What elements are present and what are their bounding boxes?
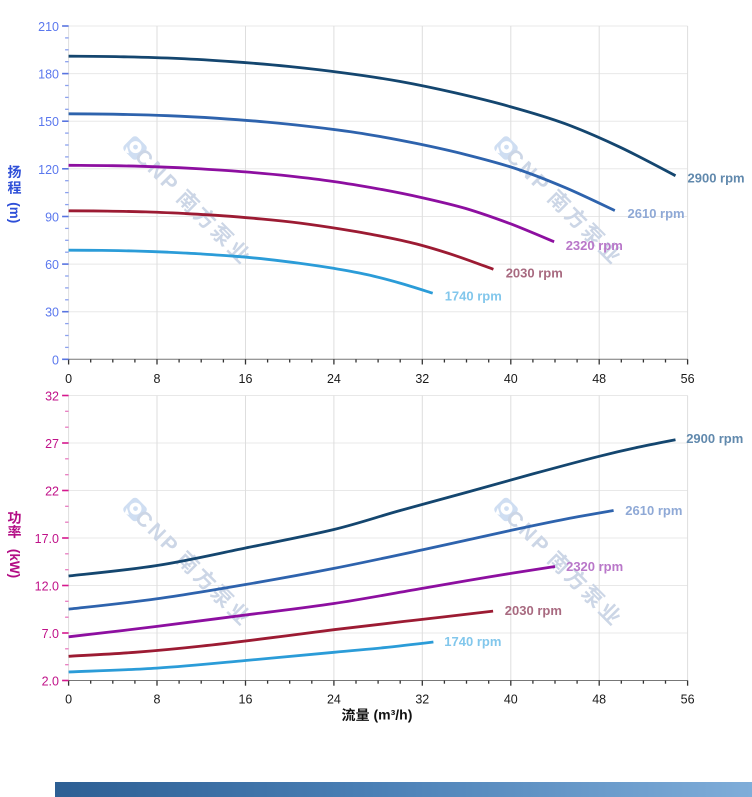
svg-text:2320 rpm: 2320 rpm <box>566 238 623 253</box>
svg-text:56: 56 <box>681 372 695 386</box>
svg-text:0: 0 <box>52 353 59 367</box>
svg-text:180: 180 <box>38 68 59 82</box>
svg-text:2610 rpm: 2610 rpm <box>625 503 682 518</box>
svg-text:1740 rpm: 1740 rpm <box>444 634 501 649</box>
svg-text:40: 40 <box>504 693 518 707</box>
svg-text:210: 210 <box>38 20 59 34</box>
svg-text:2030 rpm: 2030 rpm <box>505 603 562 618</box>
svg-text:2900 rpm: 2900 rpm <box>686 431 743 446</box>
svg-text:(kW): (kW) <box>7 549 22 578</box>
svg-text:16: 16 <box>239 693 253 707</box>
svg-text:22: 22 <box>45 485 59 499</box>
svg-text:2320 rpm: 2320 rpm <box>566 559 623 574</box>
svg-text:16: 16 <box>239 372 253 386</box>
svg-text:7.0: 7.0 <box>42 627 59 641</box>
svg-text:24: 24 <box>327 693 341 707</box>
svg-text:32: 32 <box>45 390 59 404</box>
svg-text:56: 56 <box>681 693 695 707</box>
svg-text:(m): (m) <box>7 202 22 223</box>
svg-text:(m³/h): (m³/h) <box>374 707 413 723</box>
svg-text:40: 40 <box>504 372 518 386</box>
svg-text:120: 120 <box>38 163 59 177</box>
svg-text:17.0: 17.0 <box>35 532 59 546</box>
svg-text:1740 rpm: 1740 rpm <box>445 289 502 304</box>
svg-text:60: 60 <box>45 258 59 272</box>
svg-text:30: 30 <box>45 306 59 320</box>
svg-text:90: 90 <box>45 211 59 225</box>
svg-text:48: 48 <box>592 693 606 707</box>
svg-text:27: 27 <box>45 437 59 451</box>
svg-text:2900 rpm: 2900 rpm <box>688 171 745 186</box>
svg-text:150: 150 <box>38 115 59 129</box>
svg-text:0: 0 <box>65 693 72 707</box>
svg-text:CNP: CNP <box>501 506 555 560</box>
svg-text:32: 32 <box>415 693 429 707</box>
svg-text:12.0: 12.0 <box>35 580 59 594</box>
svg-text:24: 24 <box>327 372 341 386</box>
svg-text:8: 8 <box>154 693 161 707</box>
svg-text:0: 0 <box>65 372 72 386</box>
svg-text:2.0: 2.0 <box>42 675 59 689</box>
svg-text:32: 32 <box>415 372 429 386</box>
svg-text:2030 rpm: 2030 rpm <box>506 266 563 281</box>
svg-text:48: 48 <box>592 372 606 386</box>
svg-text:2610 rpm: 2610 rpm <box>628 206 685 221</box>
svg-text:8: 8 <box>154 372 161 386</box>
